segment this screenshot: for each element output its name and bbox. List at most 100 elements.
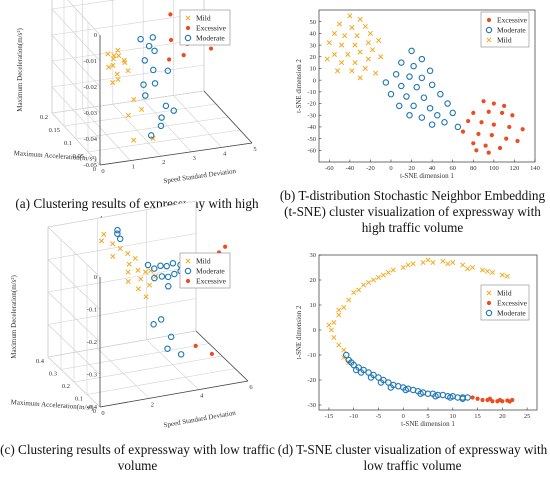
point-mild <box>138 276 144 282</box>
point-excessive <box>491 122 496 127</box>
grid-z-side <box>51 60 101 114</box>
point-mild-b <box>376 37 382 43</box>
point-moderate <box>375 374 382 381</box>
point-mild-b <box>105 51 111 57</box>
point-excessive <box>470 395 475 400</box>
point-mild <box>361 282 367 288</box>
point-mild-b <box>110 62 116 68</box>
point-mild <box>369 47 376 53</box>
point-mild-b <box>150 135 156 141</box>
x-tick-label: 4 <box>200 393 204 400</box>
point-mild-b <box>139 106 145 112</box>
point-mild-b <box>378 54 384 60</box>
point-mild <box>341 304 347 311</box>
point-moderate <box>144 261 152 269</box>
point-moderate <box>398 82 405 90</box>
y-tick-label: 0.05 <box>73 153 84 160</box>
y-tick-label: 0.1 <box>75 396 83 403</box>
point-mild <box>341 354 347 361</box>
point-mild <box>367 30 373 36</box>
point-mild <box>460 262 466 268</box>
point-mild-b <box>430 259 436 266</box>
point-moderate <box>434 111 441 119</box>
x-tick-label: 6 <box>249 384 253 391</box>
grid-y <box>60 343 210 370</box>
point-mild-b <box>365 40 371 46</box>
point-mild-b <box>147 282 153 288</box>
y-axis-label: t-SNE dimension 2 <box>295 59 303 113</box>
point-mild-b <box>365 56 371 62</box>
point-moderate <box>418 114 426 121</box>
point-mild-b <box>110 56 116 62</box>
chart-panel-c: 0 2 4 6 0 0.1 0.2 0.3 0.4 -0.4 -0.3 -0.2 -0.1 0 Speed … <box>0 200 275 477</box>
point-mild-b <box>460 262 466 268</box>
point-mild-b <box>331 319 337 326</box>
point-mild <box>365 40 371 46</box>
point-mild-b <box>142 269 149 275</box>
point-moderate <box>406 73 413 80</box>
z-tick-label: 0 <box>94 32 97 39</box>
point-excessive <box>480 397 485 403</box>
point-mild-b <box>361 282 367 288</box>
point-mild-b <box>334 68 341 74</box>
point-moderate <box>167 333 175 341</box>
grid-z-back <box>51 0 117 10</box>
point-mild-b <box>339 60 345 66</box>
point-moderate <box>137 35 144 43</box>
point-mild <box>147 282 153 288</box>
point-mild-b <box>357 16 363 22</box>
point-mild-b <box>349 24 355 31</box>
y-tick-label: 30 <box>310 252 317 259</box>
y-tick-label: 50 <box>310 19 317 26</box>
point-mild <box>341 347 347 353</box>
point-mild <box>349 24 355 31</box>
point-mild <box>357 49 363 55</box>
point-mild <box>126 261 132 267</box>
legend-marker-mild-b <box>185 15 191 21</box>
point-mild-b <box>131 96 137 102</box>
point-mild <box>135 286 141 292</box>
point-mild-b <box>326 40 332 46</box>
grid-y <box>86 368 236 395</box>
point-mild-b <box>410 261 416 267</box>
point-mild-b <box>336 307 342 313</box>
point-mild-b <box>367 30 373 36</box>
y-tick-label: 0.4 <box>36 358 45 365</box>
point-mild <box>425 257 431 263</box>
point-excessive <box>475 396 480 401</box>
point-excessive <box>466 118 471 124</box>
point-mild <box>125 278 131 285</box>
z-tick-label: -0.1 <box>87 307 97 314</box>
point-mild <box>420 259 426 266</box>
legend-marker-mild-b <box>185 258 191 264</box>
x-tick-label: 40 <box>429 165 436 172</box>
point-mild <box>336 342 342 348</box>
legend-label-excessive: Excessive <box>497 16 528 25</box>
point-mild-b <box>356 287 362 293</box>
point-excessive <box>515 138 520 144</box>
point-mild <box>336 307 342 313</box>
point-moderate <box>459 395 466 403</box>
z-tick-label: -0.05 <box>83 162 97 169</box>
x-axis-label: t-SNE dimension 1 <box>400 172 454 180</box>
point-mild <box>375 274 382 281</box>
x-tick-label: -60 <box>325 165 334 172</box>
point-mild-b <box>106 64 112 70</box>
point-excessive <box>486 109 491 114</box>
point-moderate <box>169 260 177 267</box>
point-mild-b <box>352 42 358 48</box>
legend-label-excessive: Excessive <box>196 24 227 33</box>
point-moderate <box>413 83 420 91</box>
point-mild <box>106 64 112 70</box>
point-mild-b <box>98 238 105 244</box>
z-axis-label: Maximum Deceleration(m/s²) <box>10 275 18 359</box>
point-mild <box>122 60 128 66</box>
point-mild-b <box>341 347 347 353</box>
grid-z-side <box>51 8 101 62</box>
y-tick-label: -20 <box>307 101 316 108</box>
point-mild <box>125 68 131 74</box>
point-moderate <box>145 42 153 50</box>
point-mild <box>142 269 149 275</box>
point-mild <box>430 259 436 266</box>
grid-z-back <box>47 265 197 293</box>
